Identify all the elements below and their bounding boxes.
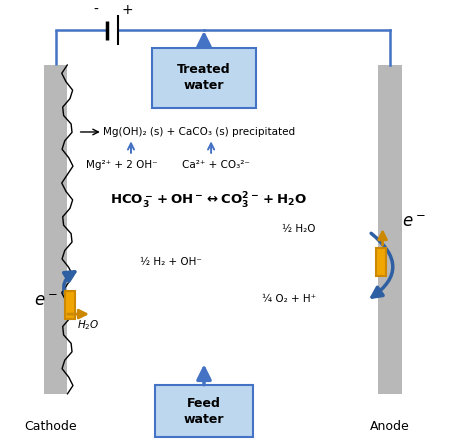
Text: Ca²⁺ + CO₃²⁻: Ca²⁺ + CO₃²⁻ (182, 160, 250, 170)
Text: Feed
water: Feed water (184, 397, 224, 426)
FancyBboxPatch shape (155, 385, 254, 437)
Text: -: - (93, 3, 98, 17)
Text: $e^-$: $e^-$ (34, 292, 58, 310)
Bar (44, 65, 67, 394)
Text: Mg(OH)₂ (s) + CaCO₃ (s) precipitated: Mg(OH)₂ (s) + CaCO₃ (s) precipitated (103, 127, 295, 137)
Text: ½ H₂O: ½ H₂O (282, 224, 315, 233)
Text: ¼ O₂ + H⁺: ¼ O₂ + H⁺ (262, 294, 316, 304)
Bar (376, 248, 386, 276)
Bar (378, 65, 402, 394)
Text: Treated
water: Treated water (177, 63, 231, 92)
Text: Mg²⁺ + 2 OH⁻: Mg²⁺ + 2 OH⁻ (86, 160, 157, 170)
Text: $H_2O$: $H_2O$ (77, 318, 100, 332)
Text: Anode: Anode (370, 420, 410, 433)
Text: +: + (122, 3, 134, 17)
Text: Cathode: Cathode (25, 420, 77, 433)
Text: ½ H₂ + OH⁻: ½ H₂ + OH⁻ (140, 257, 202, 267)
Text: $\bf{HCO_3^- + OH^- \leftrightarrow CO_3^{2-} + H_2O}$: $\bf{HCO_3^- + OH^- \leftrightarrow CO_3… (110, 191, 307, 211)
Bar (65, 291, 75, 319)
Text: $e^-$: $e^-$ (402, 213, 426, 231)
FancyBboxPatch shape (152, 47, 256, 108)
